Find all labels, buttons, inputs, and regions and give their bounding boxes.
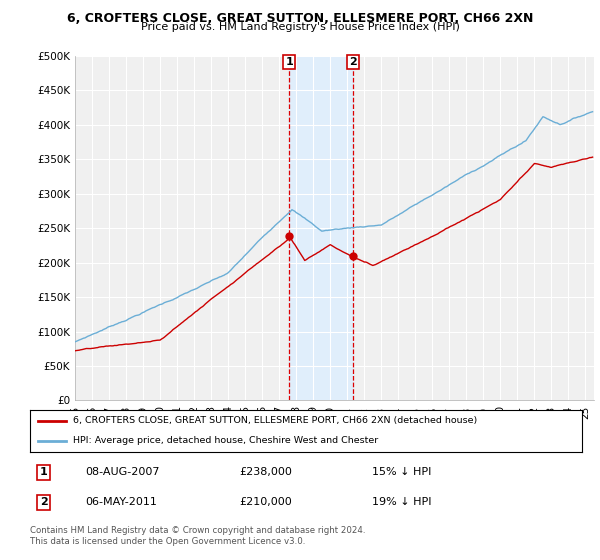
Text: 6, CROFTERS CLOSE, GREAT SUTTON, ELLESMERE PORT, CH66 2XN: 6, CROFTERS CLOSE, GREAT SUTTON, ELLESME… [67,12,533,25]
Text: 15% ↓ HPI: 15% ↓ HPI [372,467,431,477]
Text: 1: 1 [285,57,293,67]
Text: 06-MAY-2011: 06-MAY-2011 [85,497,157,507]
Text: Price paid vs. HM Land Registry's House Price Index (HPI): Price paid vs. HM Land Registry's House … [140,22,460,32]
Text: 19% ↓ HPI: 19% ↓ HPI [372,497,432,507]
Text: HPI: Average price, detached house, Cheshire West and Chester: HPI: Average price, detached house, Ches… [73,436,379,445]
Text: 2: 2 [40,497,47,507]
Text: £238,000: £238,000 [240,467,293,477]
Text: 2: 2 [349,57,357,67]
Text: 08-AUG-2007: 08-AUG-2007 [85,467,160,477]
Text: Contains HM Land Registry data © Crown copyright and database right 2024.
This d: Contains HM Land Registry data © Crown c… [30,526,365,546]
Bar [289,56,353,400]
Text: 1: 1 [40,467,47,477]
Text: £210,000: £210,000 [240,497,293,507]
Text: 6, CROFTERS CLOSE, GREAT SUTTON, ELLESMERE PORT, CH66 2XN (detached house): 6, CROFTERS CLOSE, GREAT SUTTON, ELLESME… [73,417,478,426]
